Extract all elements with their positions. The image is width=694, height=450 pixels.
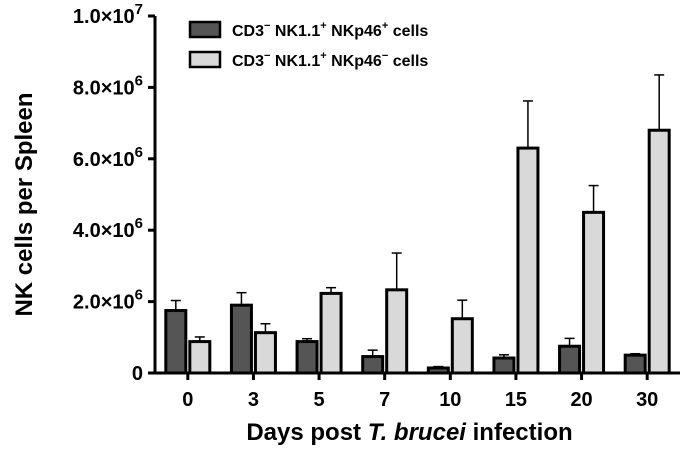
bar-series-2-day-7	[385, 288, 409, 375]
bar-series-1-day-0	[164, 309, 188, 375]
x-tick-label: 5	[314, 389, 325, 411]
bar-series-2-day-5	[319, 291, 343, 375]
y-tick-label: 2.0×106	[73, 287, 143, 314]
bar-series-2-day-3	[253, 331, 277, 375]
legend-label-1: CD3− NK1.1+ NKp46+ cells	[232, 20, 428, 40]
bar-series-2-day-20	[582, 210, 606, 375]
bar-series-1-day-15	[492, 356, 516, 375]
y-tick-label: 1.0×107	[73, 1, 143, 28]
y-axis-ticks: 0 2.0×106 4.0×106 6.0×106 8.0×106 1.0×107	[73, 1, 155, 385]
y-tick-label: 4.0×106	[73, 215, 143, 242]
y-tick-label: 6.0×106	[73, 144, 143, 171]
bar-series-1-day-3	[229, 303, 253, 375]
x-tick-label: 3	[248, 389, 259, 411]
y-tick-label: 8.0×106	[73, 72, 143, 99]
y-tick-label: 0	[132, 363, 143, 385]
x-tick-label: 15	[505, 389, 527, 411]
bar-series-2-day-10	[450, 317, 474, 375]
legend-label-2: CD3− NK1.1+ NKp46− cells	[232, 50, 428, 70]
bar-series-2-day-30	[647, 128, 671, 375]
x-tick-label: 30	[636, 389, 658, 411]
x-axis-ticks: 0 3 5 7 10 15 20 30	[182, 373, 658, 411]
bar-series-2-day-15	[516, 146, 540, 375]
legend: CD3− NK1.1+ NKp46+ cells CD3− NK1.1+ NKp4…	[188, 20, 428, 70]
x-tick-label: 0	[182, 389, 193, 411]
x-tick-label: 7	[379, 389, 390, 411]
error-bars-group	[170, 74, 665, 369]
bar-series-1-day-7	[361, 355, 385, 375]
bar-series-1-day-30	[623, 353, 647, 375]
bars-group	[164, 128, 671, 375]
x-axis-title: Days post T. brucei infection	[246, 419, 572, 446]
x-tick-label: 20	[570, 389, 592, 411]
x-tick-label: 10	[439, 389, 461, 411]
legend-swatch-2	[188, 50, 222, 69]
legend-swatch-1	[188, 20, 222, 39]
bar-series-2-day-0	[188, 340, 212, 375]
bar-series-1-day-20	[558, 344, 582, 375]
y-axis-title: NK cells per Spleen	[11, 92, 38, 316]
bar-series-1-day-5	[295, 340, 319, 375]
